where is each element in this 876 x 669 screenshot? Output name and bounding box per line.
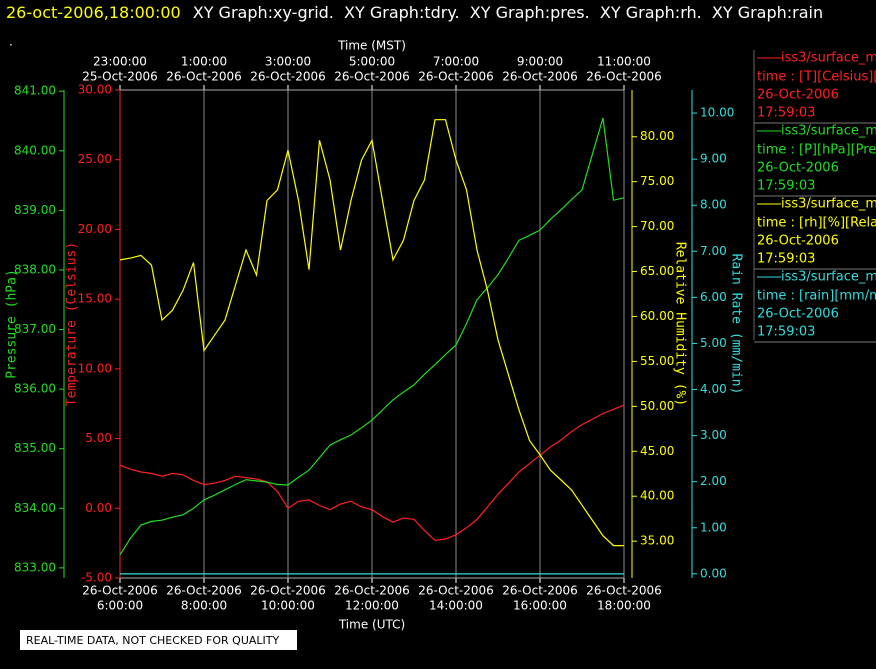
legend-date: 26-Oct-2006	[757, 161, 839, 176]
legend-time: 17:59:03	[757, 106, 815, 121]
series-line	[119, 119, 624, 547]
x-tick-label: 16:00:00	[513, 599, 567, 613]
x-tick-label: 26-Oct-2006	[586, 584, 662, 598]
x2-tick-label: 25-Oct-2006	[82, 70, 158, 84]
y-tick-label: 834.00	[14, 501, 56, 515]
legend-time: 17:59:03	[757, 179, 815, 194]
chart-subtitle: XY Graph:xy-grid. XY Graph:tdry. XY Grap…	[193, 3, 823, 22]
legend-detail: time : [P][hPa][Pres	[757, 143, 876, 158]
legend-label: iss3/surface_m	[781, 51, 876, 66]
legend-detail: time : [T][Celsius][Te	[757, 70, 876, 85]
x-tick-label: 26-Oct-2006	[82, 584, 158, 598]
y-tick-label: 30.00	[78, 83, 112, 97]
x-tick-label: 26-Oct-2006	[166, 584, 242, 598]
y-tick-label: 65.00	[640, 264, 674, 278]
y-tick-label: 70.00	[640, 219, 674, 233]
y-tick-label: 35.00	[640, 534, 674, 548]
y-tick-label: 1.00	[700, 520, 727, 534]
series-line	[119, 117, 625, 556]
y-tick-label: 837.00	[14, 322, 56, 336]
chart-title: 26-oct-2006,18:00:00	[6, 3, 181, 22]
x-tick-label: 12:00:00	[345, 599, 399, 613]
y-tick-label: 7.00	[700, 244, 727, 258]
y-tick-label: 15.00	[78, 292, 112, 306]
y-tick-label: 8.00	[700, 198, 727, 212]
y-tick-label: 25.00	[78, 152, 112, 166]
x-axis-title: Time (UTC)	[338, 618, 405, 632]
footer-box	[20, 630, 297, 650]
x2-tick-label: 26-Oct-2006	[418, 70, 494, 84]
y-tick-label: 20.00	[78, 222, 112, 236]
y-axis-title: Rain Rate (mm/min)	[729, 254, 744, 395]
y-tick-label: 838.00	[14, 262, 56, 276]
x2-axis-title: Time (MST)	[337, 39, 406, 53]
y-tick-label: 55.00	[640, 354, 674, 368]
y-tick-label: 833.00	[14, 560, 56, 574]
legend-label: iss3/surface_m	[781, 124, 876, 139]
x-tick-label: 26-Oct-2006	[334, 584, 410, 598]
y-tick-label: 5.00	[85, 431, 112, 445]
legend-date: 26-Oct-2006	[757, 88, 839, 103]
header: 26-oct-2006,18:00:00 XY Graph:xy-grid. XY…	[6, 3, 823, 22]
y-axis-title: Pressure (hPa)	[5, 269, 20, 379]
y-tick-label: 841.00	[14, 84, 56, 98]
x2-tick-label: 3:00:00	[265, 55, 311, 69]
y-tick-label: 3.00	[700, 428, 727, 442]
x-tick-label: 8:00:00	[181, 599, 227, 613]
y-tick-label: 10.00	[78, 361, 112, 375]
y-tick-label: 4.00	[700, 382, 727, 396]
y-tick-label: 6.00	[700, 290, 727, 304]
y-tick-label: 5.00	[700, 336, 727, 350]
legend-time: 17:59:03	[757, 252, 815, 267]
y-tick-label: 2.00	[700, 474, 727, 488]
footer: REAL-TIME DATA, NOT CHECKED FOR QUALITY	[26, 634, 280, 647]
y-tick-label: 836.00	[14, 382, 56, 396]
y-tick-label: 45.00	[640, 444, 674, 458]
legend-time: 17:59:03	[757, 325, 815, 340]
x-tick-label: 26-Oct-2006	[418, 584, 494, 598]
x-tick-label: 10:00:00	[261, 599, 315, 613]
y-tick-label: -5.00	[81, 571, 112, 585]
x2-tick-label: 5:00:00	[349, 55, 395, 69]
y-tick-label: 0.00	[85, 501, 112, 515]
legend-detail: time : [rain][mm/min	[757, 289, 876, 304]
y-tick-label: 839.00	[14, 203, 56, 217]
x2-tick-label: 26-Oct-2006	[586, 70, 662, 84]
x-tick-label: 6:00:00	[97, 599, 143, 613]
x-tick-label: 26-Oct-2006	[250, 584, 326, 598]
y-tick-label: 60.00	[640, 309, 674, 323]
x2-tick-label: 23:00:00	[93, 55, 147, 69]
x2-tick-label: 26-Oct-2006	[334, 70, 410, 84]
legend-date: 26-Oct-2006	[757, 234, 839, 249]
y-axis-title: Relative Humidity (%)	[673, 242, 688, 406]
y-tick-label: 835.00	[14, 441, 56, 455]
annotation: .	[9, 35, 13, 49]
x-tick-label: 18:00:00	[597, 599, 651, 613]
y-tick-label: 840.00	[14, 143, 56, 157]
x2-tick-label: 11:00:00	[597, 55, 651, 69]
y-axis-title: Temperature (Celsius)	[65, 242, 80, 406]
legend-date: 26-Oct-2006	[757, 307, 839, 322]
y-tick-label: 0.00	[700, 566, 727, 580]
x2-tick-label: 7:00:00	[433, 55, 479, 69]
x2-tick-label: 26-Oct-2006	[166, 70, 242, 84]
legend-label: iss3/surface_m	[781, 197, 876, 212]
y-tick-label: 50.00	[640, 399, 674, 413]
legend-detail: time : [rh][%][Relati	[757, 216, 876, 231]
x2-tick-label: 26-Oct-2006	[250, 70, 326, 84]
x2-tick-label: 1:00:00	[181, 55, 227, 69]
y-tick-label: 10.00	[700, 106, 734, 120]
x2-tick-label: 26-Oct-2006	[502, 70, 578, 84]
x-tick-label: 26-Oct-2006	[502, 584, 578, 598]
x2-tick-label: 9:00:00	[517, 55, 563, 69]
y-tick-label: 80.00	[640, 129, 674, 143]
x-tick-label: 14:00:00	[429, 599, 483, 613]
y-tick-label: 40.00	[640, 489, 674, 503]
y-tick-label: 75.00	[640, 174, 674, 188]
y-tick-label: 9.00	[700, 152, 727, 166]
legend-label: iss3/surface_m	[781, 270, 876, 285]
